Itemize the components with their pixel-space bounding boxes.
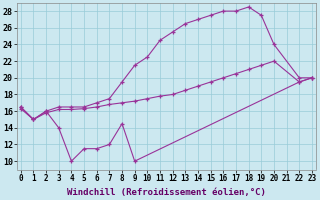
X-axis label: Windchill (Refroidissement éolien,°C): Windchill (Refroidissement éolien,°C) [67, 188, 266, 197]
